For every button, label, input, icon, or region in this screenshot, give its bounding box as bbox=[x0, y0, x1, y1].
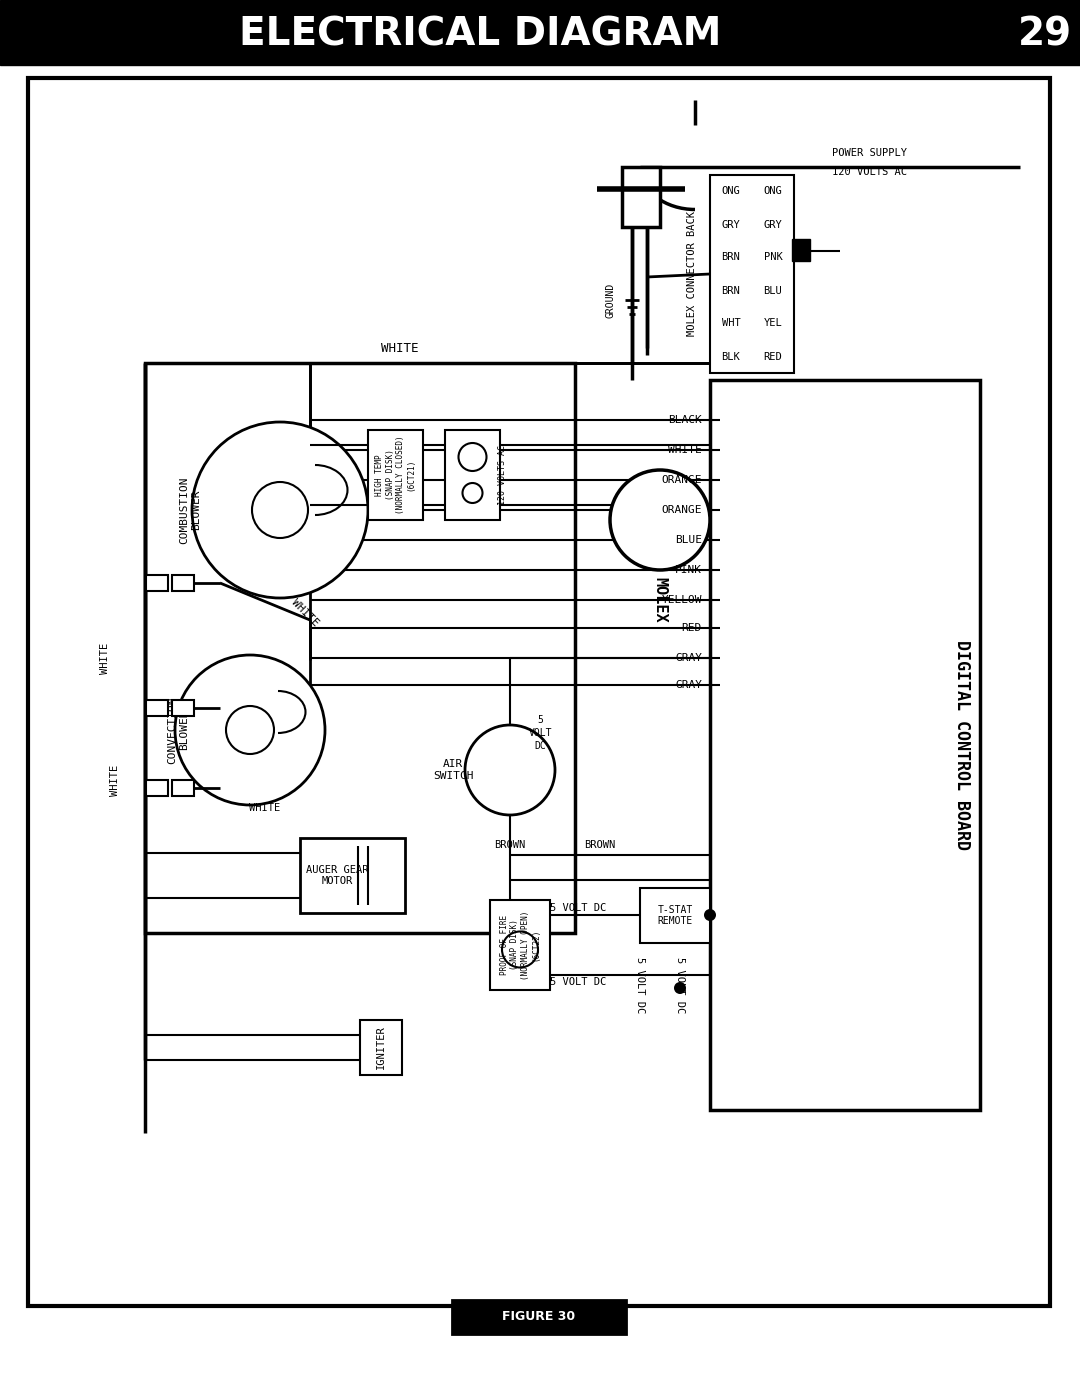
Text: AUGER GEAR
MOTOR: AUGER GEAR MOTOR bbox=[306, 865, 368, 886]
Text: CONVECTION
BLOWER: CONVECTION BLOWER bbox=[167, 696, 189, 764]
Text: 5 VOLT DC: 5 VOLT DC bbox=[550, 902, 606, 914]
Circle shape bbox=[459, 443, 486, 471]
Text: 120 VOLTS AC: 120 VOLTS AC bbox=[498, 446, 507, 504]
Bar bbox=[172, 576, 194, 591]
Circle shape bbox=[462, 483, 483, 503]
Text: GRAY: GRAY bbox=[675, 652, 702, 664]
Text: RED: RED bbox=[764, 352, 782, 362]
Circle shape bbox=[226, 705, 274, 754]
Text: BLACK: BLACK bbox=[669, 415, 702, 425]
Text: T-STAT
REMOTE: T-STAT REMOTE bbox=[658, 905, 692, 926]
Text: BLK: BLK bbox=[721, 352, 741, 362]
Bar bbox=[490, 900, 550, 990]
Text: DC: DC bbox=[535, 740, 545, 752]
Circle shape bbox=[704, 909, 716, 921]
Circle shape bbox=[502, 932, 538, 968]
Text: ORANGE: ORANGE bbox=[661, 475, 702, 485]
Text: BLUE: BLUE bbox=[675, 535, 702, 545]
Text: ONG: ONG bbox=[721, 187, 741, 197]
Circle shape bbox=[610, 469, 710, 570]
Text: ORANGE: ORANGE bbox=[661, 504, 702, 515]
Text: BLU: BLU bbox=[764, 285, 782, 296]
Text: AIR
SWITCH: AIR SWITCH bbox=[433, 759, 473, 781]
Text: WHITE: WHITE bbox=[381, 342, 419, 355]
Text: WHT: WHT bbox=[721, 319, 741, 328]
Text: 5: 5 bbox=[537, 715, 543, 725]
Text: 5 VOLT DC: 5 VOLT DC bbox=[635, 957, 645, 1013]
Text: GRY: GRY bbox=[721, 219, 741, 229]
Bar bbox=[146, 576, 168, 591]
Text: WHITE: WHITE bbox=[669, 446, 702, 455]
Text: 5 VOLT DC: 5 VOLT DC bbox=[550, 977, 606, 988]
Text: WHITE: WHITE bbox=[100, 643, 110, 673]
Bar bbox=[640, 888, 710, 943]
Text: PNK: PNK bbox=[764, 253, 782, 263]
Text: GRY: GRY bbox=[764, 219, 782, 229]
Text: YELLOW: YELLOW bbox=[661, 595, 702, 605]
Bar bbox=[0, 0, 1080, 66]
Bar bbox=[622, 168, 660, 226]
Bar bbox=[445, 430, 500, 520]
Text: MOLEX: MOLEX bbox=[652, 577, 667, 623]
Text: RED: RED bbox=[681, 623, 702, 633]
Text: BROWN: BROWN bbox=[495, 840, 526, 849]
Text: ELECTRICAL DIAGRAM: ELECTRICAL DIAGRAM bbox=[239, 15, 721, 53]
Text: FIGURE 30: FIGURE 30 bbox=[502, 1310, 576, 1323]
Text: VOLT: VOLT bbox=[528, 728, 552, 738]
Text: PROOF OF FIRE
(SNAP DISK)
(NORMALLY OPEN)
(6CT22): PROOF OF FIRE (SNAP DISK) (NORMALLY OPEN… bbox=[500, 911, 540, 979]
Text: 120 VOLTS AC: 120 VOLTS AC bbox=[833, 168, 907, 177]
Bar bbox=[172, 780, 194, 796]
Circle shape bbox=[192, 422, 368, 598]
Text: BRN: BRN bbox=[721, 285, 741, 296]
Text: BRN: BRN bbox=[721, 253, 741, 263]
Bar bbox=[710, 380, 980, 1111]
Text: 29: 29 bbox=[1018, 15, 1072, 53]
Text: GRAY: GRAY bbox=[675, 680, 702, 690]
Circle shape bbox=[252, 482, 308, 538]
Text: WHITE: WHITE bbox=[289, 598, 321, 629]
Circle shape bbox=[175, 655, 325, 805]
Text: GROUND: GROUND bbox=[605, 282, 615, 317]
Bar bbox=[360, 1020, 402, 1076]
Text: 5 VOLT DC: 5 VOLT DC bbox=[675, 957, 685, 1013]
Bar bbox=[368, 430, 423, 520]
Text: IGNITER: IGNITER bbox=[376, 1025, 386, 1069]
Text: WHITE: WHITE bbox=[249, 803, 281, 813]
Text: MOLEX CONNECTOR BACK: MOLEX CONNECTOR BACK bbox=[687, 211, 697, 337]
Circle shape bbox=[674, 982, 686, 995]
Text: HIGH TEMP
(SNAP DISK)
(NORMALLY CLOSED)
(6CT21): HIGH TEMP (SNAP DISK) (NORMALLY CLOSED) … bbox=[376, 436, 416, 514]
Bar bbox=[146, 780, 168, 796]
Text: ONG: ONG bbox=[764, 187, 782, 197]
Text: BROWN: BROWN bbox=[584, 840, 616, 849]
Bar bbox=[453, 1301, 626, 1334]
Bar bbox=[300, 838, 405, 914]
Text: COMBUSTION
BLOWER: COMBUSTION BLOWER bbox=[179, 476, 201, 543]
Bar bbox=[792, 239, 810, 261]
Text: YEL: YEL bbox=[764, 319, 782, 328]
Bar bbox=[145, 363, 575, 933]
Bar bbox=[28, 78, 1050, 1306]
Bar bbox=[172, 700, 194, 717]
Text: WHITE: WHITE bbox=[110, 764, 120, 796]
Bar bbox=[710, 175, 794, 373]
Text: PINK: PINK bbox=[675, 564, 702, 576]
Circle shape bbox=[465, 725, 555, 814]
Text: DIGITAL CONTROL BOARD: DIGITAL CONTROL BOARD bbox=[953, 640, 971, 849]
Text: POWER SUPPLY: POWER SUPPLY bbox=[833, 148, 907, 158]
Bar bbox=[146, 700, 168, 717]
